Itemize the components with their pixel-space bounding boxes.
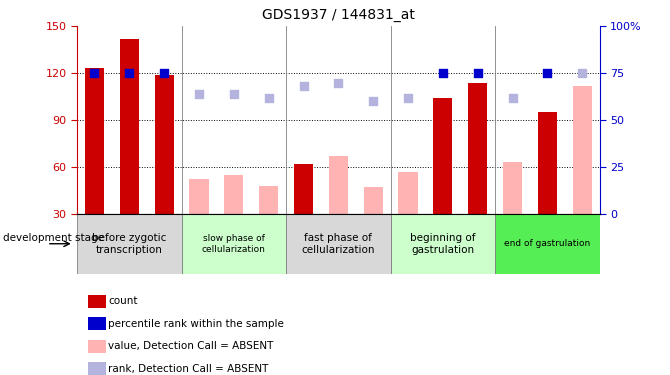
Text: end of gastrulation: end of gastrulation bbox=[505, 239, 590, 248]
Bar bbox=[88, 295, 106, 307]
Text: fast phase of
cellularization: fast phase of cellularization bbox=[302, 232, 375, 255]
Title: GDS1937 / 144831_at: GDS1937 / 144831_at bbox=[262, 9, 415, 22]
Point bbox=[403, 94, 413, 100]
Bar bbox=[391, 214, 495, 274]
Bar bbox=[294, 164, 313, 214]
Bar bbox=[88, 362, 106, 375]
Text: rank, Detection Call = ABSENT: rank, Detection Call = ABSENT bbox=[109, 364, 269, 374]
Text: before zygotic
transcription: before zygotic transcription bbox=[92, 232, 167, 255]
Bar bbox=[182, 214, 286, 274]
Bar bbox=[399, 172, 417, 214]
Point bbox=[194, 91, 204, 97]
Point bbox=[438, 70, 448, 76]
Bar bbox=[88, 340, 106, 352]
Bar bbox=[88, 317, 106, 330]
Bar bbox=[155, 75, 174, 214]
Bar bbox=[503, 162, 522, 214]
Text: value, Detection Call = ABSENT: value, Detection Call = ABSENT bbox=[109, 341, 274, 351]
Point bbox=[228, 91, 239, 97]
Point bbox=[472, 70, 483, 76]
Point bbox=[89, 70, 100, 76]
Point bbox=[368, 98, 379, 104]
Point bbox=[507, 94, 518, 100]
Bar bbox=[433, 98, 452, 214]
Bar bbox=[77, 214, 182, 274]
Point bbox=[542, 70, 553, 76]
Bar bbox=[573, 86, 592, 214]
Bar bbox=[259, 186, 278, 214]
Bar bbox=[468, 82, 487, 214]
Bar bbox=[329, 156, 348, 214]
Point bbox=[124, 70, 135, 76]
Point bbox=[333, 80, 344, 86]
Bar bbox=[120, 39, 139, 214]
Point bbox=[263, 94, 274, 100]
Text: percentile rank within the sample: percentile rank within the sample bbox=[109, 319, 284, 329]
Text: count: count bbox=[109, 296, 138, 306]
Point bbox=[298, 83, 309, 89]
Bar bbox=[495, 214, 600, 274]
Bar bbox=[224, 175, 243, 214]
Bar bbox=[190, 179, 208, 214]
Bar bbox=[364, 187, 383, 214]
Bar bbox=[286, 214, 391, 274]
Text: beginning of
gastrulation: beginning of gastrulation bbox=[410, 232, 476, 255]
Text: development stage: development stage bbox=[3, 233, 105, 243]
Point bbox=[577, 70, 588, 76]
Point bbox=[159, 70, 170, 76]
Text: slow phase of
cellularization: slow phase of cellularization bbox=[202, 234, 266, 254]
Bar bbox=[85, 68, 104, 214]
Bar bbox=[538, 112, 557, 214]
